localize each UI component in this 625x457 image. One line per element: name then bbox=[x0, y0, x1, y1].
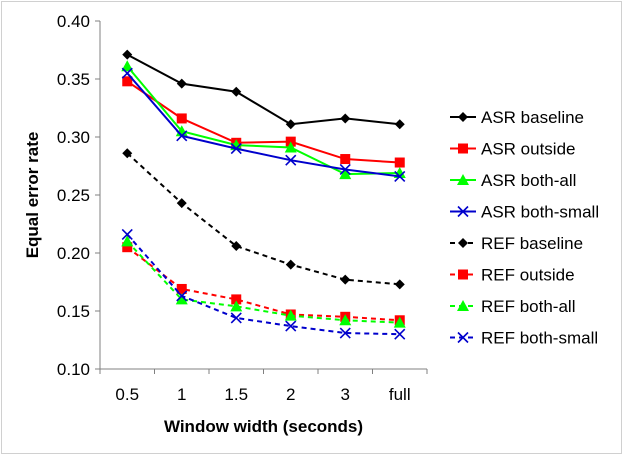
data-point bbox=[230, 143, 242, 155]
legend-label: ASR both-small bbox=[481, 203, 599, 222]
x-axis-title: Window width (seconds) bbox=[164, 417, 363, 436]
series-ref-baseline bbox=[122, 148, 405, 290]
legend-item: ASR both-all bbox=[450, 171, 576, 190]
legend-label: ASR baseline bbox=[481, 108, 584, 127]
legend-item: REF both-all bbox=[450, 297, 575, 316]
x-tick-label: 1 bbox=[177, 385, 186, 404]
data-point bbox=[176, 290, 188, 302]
series-line bbox=[126, 233, 400, 336]
data-point bbox=[122, 242, 133, 253]
legend-marker bbox=[458, 269, 468, 280]
data-point bbox=[176, 198, 187, 209]
data-point bbox=[394, 328, 406, 340]
legend-label: REF both-small bbox=[481, 329, 598, 348]
series-line bbox=[126, 152, 400, 286]
series-line bbox=[126, 80, 400, 164]
series-asr-both-small bbox=[121, 67, 406, 183]
data-point bbox=[231, 241, 242, 252]
data-point bbox=[176, 78, 187, 89]
plot-area bbox=[121, 49, 406, 340]
legend-label: REF baseline bbox=[481, 234, 583, 253]
series-line bbox=[126, 72, 400, 178]
legend-item: REF outside bbox=[450, 266, 575, 285]
data-point bbox=[285, 259, 296, 270]
series-ref-both-small bbox=[121, 228, 406, 340]
data-point bbox=[394, 170, 406, 183]
y-tick-label: 0.30 bbox=[57, 128, 90, 147]
series-line bbox=[126, 53, 400, 126]
legend-label: ASR both-all bbox=[481, 171, 576, 190]
legend-marker bbox=[457, 331, 469, 344]
data-point bbox=[339, 163, 351, 176]
x-ticks: 0.5 1 1.5 2 3 full bbox=[99, 369, 428, 404]
data-point bbox=[393, 316, 406, 328]
data-point bbox=[231, 86, 242, 97]
legend-marker bbox=[457, 300, 469, 311]
data-point bbox=[394, 279, 405, 290]
y-tick-label: 0.35 bbox=[57, 70, 90, 89]
data-point bbox=[339, 168, 352, 180]
data-point bbox=[176, 113, 187, 124]
data-point bbox=[121, 235, 134, 247]
legend-item: ASR baseline bbox=[450, 108, 584, 127]
data-point bbox=[175, 293, 188, 305]
x-tick-label: 3 bbox=[341, 385, 350, 404]
data-point bbox=[285, 119, 296, 130]
legend-label: ASR outside bbox=[481, 140, 576, 159]
legend-item: REF baseline bbox=[450, 234, 583, 253]
legend: ASR baseline ASR outside ASR both-all ASR b… bbox=[450, 108, 599, 348]
y-tick-label: 0.10 bbox=[57, 360, 90, 379]
series-line bbox=[126, 246, 400, 322]
data-point bbox=[121, 228, 133, 241]
series-line bbox=[126, 240, 400, 324]
legend-marker bbox=[457, 205, 469, 218]
x-tick-label: 1.5 bbox=[224, 385, 248, 404]
data-point bbox=[339, 327, 351, 339]
data-point bbox=[230, 300, 243, 312]
data-point bbox=[231, 294, 242, 305]
x-tick-label: 2 bbox=[286, 385, 295, 404]
y-tick-label: 0.25 bbox=[57, 186, 90, 205]
legend-item: ASR outside bbox=[450, 140, 576, 159]
legend-label: REF both-all bbox=[481, 297, 575, 316]
data-point bbox=[122, 49, 133, 60]
axes bbox=[99, 21, 427, 370]
data-point bbox=[340, 113, 351, 124]
y-tick-label: 0.40 bbox=[57, 12, 90, 31]
data-point bbox=[340, 154, 351, 165]
data-point bbox=[394, 157, 405, 168]
data-point bbox=[230, 312, 242, 324]
series-line bbox=[126, 65, 400, 176]
data-point bbox=[285, 320, 297, 332]
data-point bbox=[284, 309, 297, 321]
legend-item: ASR both-small bbox=[450, 203, 599, 222]
data-point bbox=[340, 274, 351, 285]
data-point bbox=[122, 76, 133, 87]
legend-label: REF outside bbox=[481, 266, 575, 285]
data-point bbox=[176, 130, 188, 142]
data-point bbox=[121, 60, 134, 72]
y-tick-label: 0.20 bbox=[57, 244, 90, 263]
series-ref-both-all bbox=[121, 235, 406, 328]
data-point bbox=[122, 148, 133, 159]
legend-marker bbox=[458, 112, 468, 122]
series-asr-baseline bbox=[122, 49, 405, 130]
legend-marker bbox=[458, 238, 468, 248]
legend-item: REF both-small bbox=[450, 329, 598, 348]
y-tick-label: 0.15 bbox=[57, 302, 90, 321]
y-ticks: 0.10 0.15 0.20 0.25 0.30 0.35 0.40 bbox=[57, 12, 100, 379]
legend-marker bbox=[458, 143, 468, 154]
x-tick-label: 0.5 bbox=[115, 385, 139, 404]
y-axis-title: Equal error rate bbox=[23, 132, 42, 259]
data-point bbox=[121, 67, 133, 79]
data-point bbox=[285, 154, 297, 166]
data-point bbox=[284, 141, 297, 153]
data-point bbox=[339, 314, 352, 326]
data-point bbox=[176, 283, 187, 294]
x-tick-label: full bbox=[389, 385, 411, 404]
data-point bbox=[394, 119, 405, 130]
legend-marker bbox=[457, 174, 469, 185]
